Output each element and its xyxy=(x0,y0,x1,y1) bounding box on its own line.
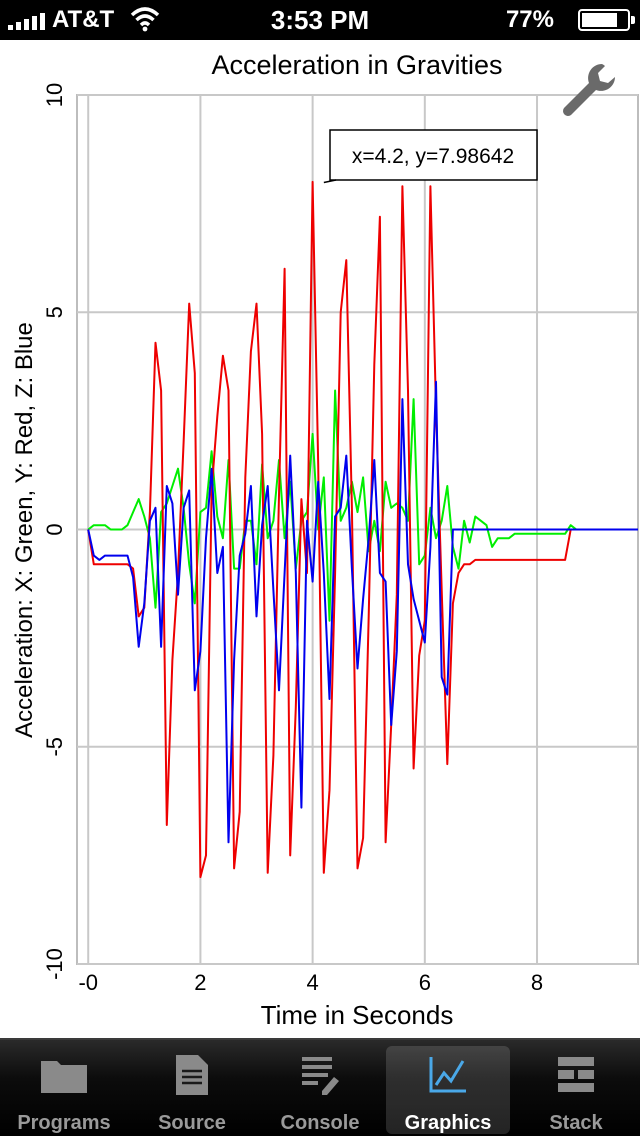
series-lines xyxy=(87,180,638,879)
status-time: 3:53 PM xyxy=(270,5,370,35)
y-tick-label: -10 xyxy=(42,948,67,980)
x-tick-label: -0 xyxy=(78,970,98,995)
document-icon xyxy=(176,1055,208,1095)
chart-title: Acceleration in Gravities xyxy=(211,50,502,80)
tab-label-graphics: Graphics xyxy=(404,1112,492,1134)
tooltip-text: x=4.2, y=7.98642 xyxy=(352,145,514,168)
value-tooltip: x=4.2, y=7.98642 xyxy=(323,129,538,184)
y-tick-label: 0 xyxy=(42,523,67,535)
tab-graphics[interactable]: Graphics xyxy=(384,1040,512,1136)
signal-icon xyxy=(8,13,45,30)
tick-labels: -0 2 4 6 8 10 5 0 -5 -10 xyxy=(42,83,543,995)
x-tick-label: 8 xyxy=(531,970,543,995)
console-icon xyxy=(302,1057,339,1095)
graph-icon xyxy=(429,1057,466,1093)
y-axis-label: Acceleration: X: Green, Y: Red, Z: Blue xyxy=(11,322,38,738)
tab-stack[interactable]: Stack xyxy=(512,1040,640,1136)
stack-icon xyxy=(558,1057,594,1092)
x-tick-label: 4 xyxy=(306,970,318,995)
wifi-icon xyxy=(130,7,160,32)
tab-bar: Programs Source Console Graphics xyxy=(0,1038,640,1136)
tab-programs[interactable]: Programs xyxy=(0,1040,128,1136)
series-line-x xyxy=(87,389,638,622)
tab-console[interactable]: Console xyxy=(256,1040,384,1136)
y-tick-label: -5 xyxy=(42,737,67,757)
tab-label-stack: Stack xyxy=(549,1112,603,1134)
tab-label-console: Console xyxy=(280,1112,360,1134)
series-line-y xyxy=(87,180,638,879)
battery-icon xyxy=(578,9,635,31)
tab-source[interactable]: Source xyxy=(128,1040,256,1136)
tooltip-box xyxy=(329,129,538,181)
wrench-icon[interactable] xyxy=(556,58,620,122)
tab-label-programs: Programs xyxy=(17,1112,111,1134)
y-tick-label: 10 xyxy=(42,83,67,107)
x-tick-label: 2 xyxy=(194,970,206,995)
status-bar: AT&T 3:53 PM 77% xyxy=(0,0,640,40)
carrier-name: AT&T xyxy=(52,6,115,33)
tooltip-pointer xyxy=(323,179,337,184)
series-line-z xyxy=(87,380,638,844)
acceleration-chart: -0 2 4 6 8 10 5 0 -5 -10 Acceleration in Gravitie… xyxy=(11,50,639,1030)
y-tick-label: 5 xyxy=(42,306,67,318)
x-tick-label: 6 xyxy=(419,970,431,995)
battery-percent: 77% xyxy=(505,6,554,33)
tab-label-source: Source xyxy=(158,1112,226,1134)
folder-icon xyxy=(41,1061,87,1093)
x-axis-label: Time in Seconds xyxy=(261,1000,454,1030)
